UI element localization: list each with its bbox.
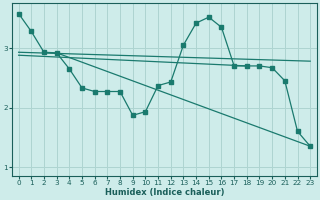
X-axis label: Humidex (Indice chaleur): Humidex (Indice chaleur) bbox=[105, 188, 224, 197]
